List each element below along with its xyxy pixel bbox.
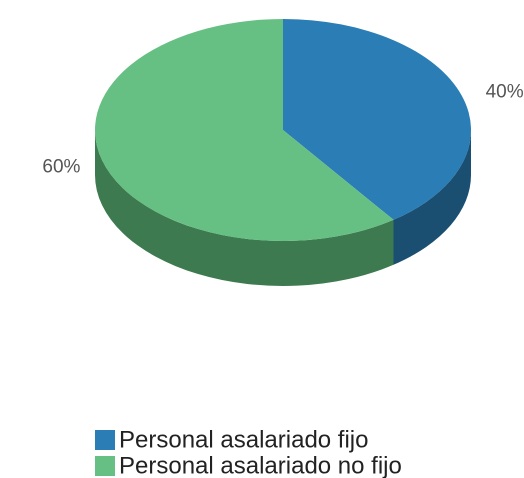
slice	[283, 19, 471, 220]
value-label: 40%	[486, 82, 524, 103]
legend-swatch	[95, 456, 115, 476]
slice-side	[393, 130, 471, 265]
legend-swatch	[95, 430, 115, 450]
legend-label: Personal asalariado no fijo	[119, 452, 402, 478]
value-label: 60%	[42, 156, 80, 177]
slice-side	[94, 130, 394, 286]
legend-label: Personal asalariado fijo	[119, 426, 368, 453]
slice	[94, 19, 394, 241]
